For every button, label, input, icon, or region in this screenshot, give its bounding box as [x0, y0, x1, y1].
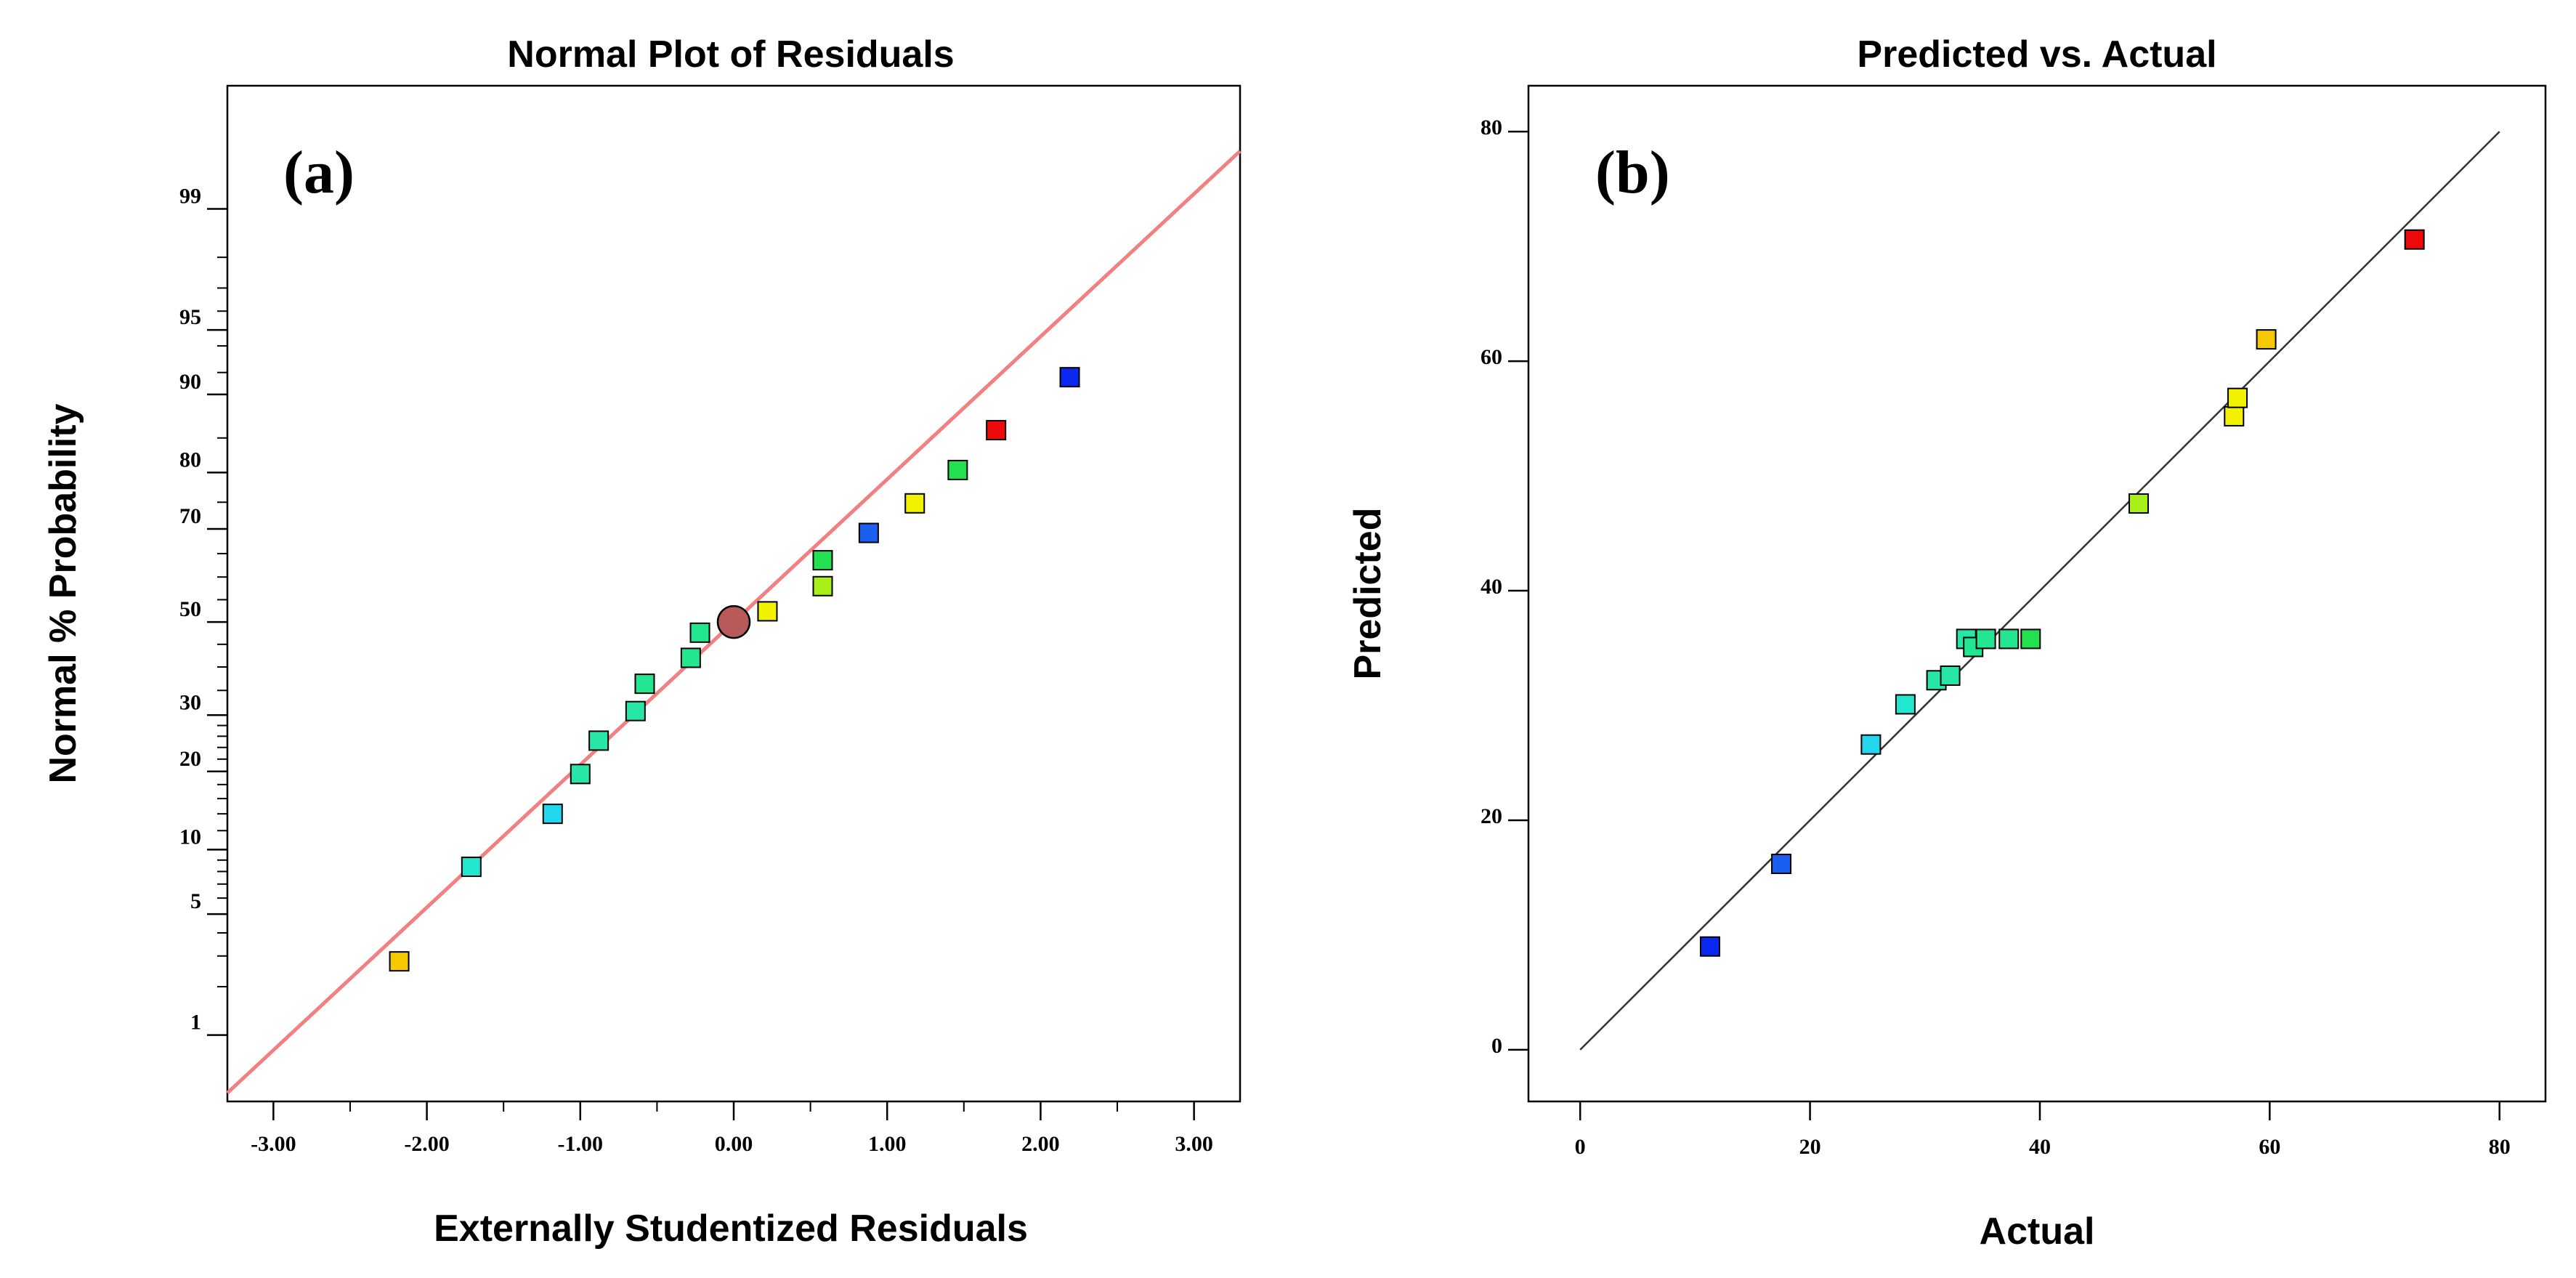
chart-a-point — [947, 459, 968, 480]
chart-a-points — [389, 367, 1080, 972]
chart-a-y-tick-label: 80 — [179, 448, 201, 472]
chart-a-point — [812, 575, 833, 596]
chart-a-point — [542, 804, 563, 825]
chart-b-point — [1699, 936, 1720, 957]
chart-b-reference-line — [1579, 131, 2500, 1051]
chart-a-x-tick-label: 2.00 — [1021, 1132, 1060, 1156]
chart-a-x-tick-label: -3.00 — [251, 1132, 296, 1156]
chart-b-reference-line-group — [1579, 131, 2500, 1051]
chart-b-y-tick-label: 80 — [1481, 116, 1502, 139]
chart-a-y-tick-label: 20 — [179, 747, 201, 771]
chart-a-y-label: Normal % Probability — [42, 403, 84, 783]
chart-b-y-label: Predicted — [1347, 508, 1389, 680]
chart-a-point — [812, 550, 833, 571]
chart-a-plot-frame — [226, 84, 1242, 1103]
chart-b-point — [1940, 665, 1961, 686]
chart-b-point — [2129, 493, 2149, 514]
chart-b-y-axis: 0 20 40 60 80 — [1481, 116, 1528, 1058]
chart-b-point — [2256, 329, 2277, 350]
chart-b-x-tick-label: 80 — [2489, 1135, 2511, 1159]
chart-b-plot-frame — [1527, 84, 2547, 1103]
chart-a-y-tick-label: 30 — [179, 690, 201, 714]
chart-a-point — [986, 420, 1007, 441]
chart-b-point — [1860, 734, 1882, 755]
chart-a-point — [689, 622, 710, 643]
chart-a-point — [757, 601, 778, 622]
chart-a-panel-label: (a) — [283, 139, 355, 206]
chart-a-x-tick-label: 3.00 — [1175, 1132, 1213, 1156]
chart-a-y-tick-label: 99 — [179, 185, 201, 209]
chart-b-y-tick-label: 20 — [1481, 804, 1502, 828]
chart-a-y-tick-label: 1 — [190, 1011, 201, 1035]
chart-a-point — [1059, 367, 1080, 388]
chart-b-point — [2020, 628, 2041, 650]
chart-b-y-tick-label: 60 — [1481, 345, 1502, 369]
chart-b-point — [1998, 628, 2020, 650]
chart-a-y-tick-label: 95 — [179, 305, 201, 329]
chart-a-x-tick-label: 0.00 — [715, 1132, 753, 1156]
chart-b-title: Predicted vs. Actual — [1857, 33, 2216, 76]
chart-b-point — [2404, 229, 2425, 250]
chart-a-point — [625, 700, 646, 721]
chart-b-x-axis: 0 20 40 60 80 — [1575, 1101, 2511, 1159]
chart-b-x-tick-label: 40 — [2029, 1135, 2051, 1159]
chart-a-x-tick-label: -2.00 — [404, 1132, 450, 1156]
chart-a-x-axis: -3.00 -2.00 -1.00 0.00 1.00 2.00 3.00 — [251, 1101, 1213, 1156]
chart-a-point — [389, 951, 410, 972]
chart-b-x-tick-label: 60 — [2259, 1135, 2280, 1159]
chart-a-x-label: Externally Studentized Residuals — [434, 1208, 1028, 1250]
chart-a-y-tick-label: 5 — [190, 889, 201, 913]
chart-a-y-axis: 1 5 10 20 30 50 70 80 90 95 99 — [179, 185, 227, 1036]
predicted-vs-actual-panel: Predicted vs. Actual (b) 0 20 40 60 80 0 20 40… — [1347, 33, 2547, 1253]
chart-a-x-tick-label: -1.00 — [558, 1132, 604, 1156]
chart-a-point — [634, 674, 655, 695]
chart-a-y-tick-label: 90 — [179, 370, 201, 394]
chart-a-title: Normal Plot of Residuals — [507, 33, 954, 76]
chart-a-x-tick-label: 1.00 — [868, 1132, 907, 1156]
chart-a-point — [680, 647, 701, 668]
chart-a-y-tick-label: 70 — [179, 504, 201, 528]
chart-a-y-tick-label: 10 — [179, 825, 201, 849]
chart-b-y-tick-label: 40 — [1481, 575, 1502, 599]
chart-a-point — [904, 493, 926, 514]
chart-a-y-tick-label: 50 — [179, 597, 201, 621]
chart-b-x-tick-label: 0 — [1575, 1135, 1586, 1159]
chart-b-point — [2227, 387, 2248, 408]
chart-b-point — [1895, 694, 1916, 715]
chart-b-panel-label: (b) — [1595, 139, 1670, 206]
chart-b-x-label: Actual — [1980, 1210, 2095, 1253]
normal-plot-panel: Normal Plot of Residuals (a) 1 5 10 20 30 50 7… — [42, 33, 1242, 1250]
chart-a-point — [461, 857, 482, 878]
chart-b-points — [1699, 229, 2425, 957]
chart-b-point — [2224, 405, 2245, 426]
chart-a-point — [588, 730, 609, 751]
chart-b-y-tick-label: 0 — [1491, 1034, 1502, 1058]
chart-a-center-marker — [716, 604, 751, 639]
chart-a-point — [570, 764, 591, 785]
chart-a-point — [858, 522, 879, 543]
chart-b-x-tick-label: 20 — [1799, 1135, 1821, 1159]
chart-b-point — [1771, 854, 1792, 875]
chart-b-point — [1975, 628, 1996, 650]
